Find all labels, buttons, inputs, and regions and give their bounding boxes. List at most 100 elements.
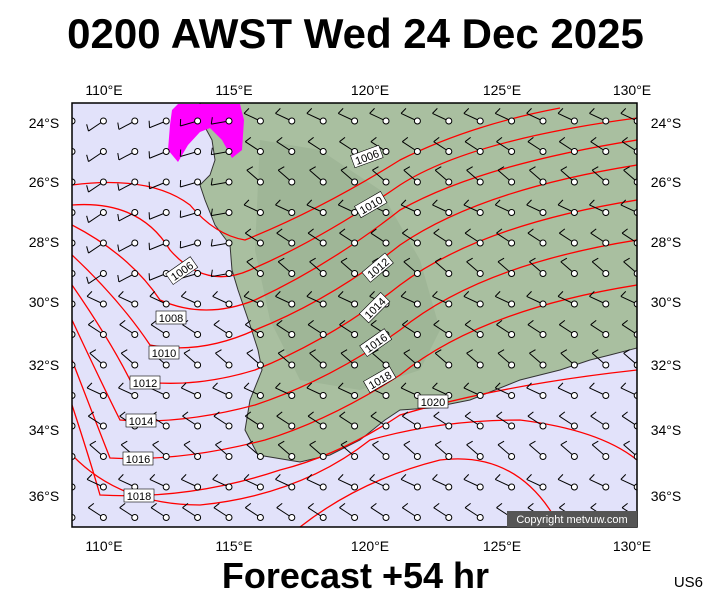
wind-barb — [558, 136, 578, 155]
wind-barb — [560, 349, 578, 369]
wind-barb — [557, 473, 578, 491]
wind-barb — [243, 107, 264, 125]
wind-barb — [527, 319, 547, 338]
wind-barb — [179, 209, 202, 218]
wind-barb — [433, 228, 453, 247]
wind-barb — [210, 147, 233, 156]
wind-barb — [307, 411, 327, 430]
wind-barb — [307, 228, 327, 247]
wind-barb — [117, 148, 139, 161]
wind-barb — [149, 290, 170, 308]
wind-barb — [246, 349, 264, 369]
wind-barb — [434, 349, 453, 369]
wind-barb — [275, 382, 296, 399]
wind-barb — [243, 199, 264, 216]
svg-text:1012: 1012 — [133, 378, 157, 390]
wind-barb — [179, 148, 202, 157]
wind-barb — [87, 319, 107, 338]
wind-barb — [210, 208, 233, 217]
land-australia — [199, 103, 637, 463]
wind-barb — [246, 166, 264, 186]
wind-barb — [496, 319, 516, 338]
wind-barb — [243, 473, 264, 491]
wind-barb — [494, 107, 516, 125]
wind-barb — [120, 349, 139, 369]
wind-barb — [306, 199, 327, 216]
wind-barb — [494, 382, 516, 399]
svg-text:1016: 1016 — [126, 454, 150, 466]
wind-barb — [210, 239, 233, 247]
wind-barb — [466, 166, 484, 186]
lat-tick-label: 28°S — [29, 234, 60, 250]
wind-barb — [337, 290, 359, 308]
isobar-labels: 1006100810101012101410161018100610101012… — [122, 144, 449, 503]
lat-tick-label: 32°S — [29, 357, 60, 373]
wind-barb — [337, 107, 359, 125]
wind-barb — [215, 349, 233, 369]
wind-barb — [86, 148, 107, 162]
wind-barb — [527, 228, 547, 247]
wind-barb — [494, 473, 516, 491]
wind-barb — [590, 136, 610, 155]
wind-barb — [182, 502, 202, 521]
wind-barb — [87, 502, 107, 521]
wind-barb — [86, 382, 107, 399]
wind-barb — [210, 117, 233, 125]
wind-barb — [307, 502, 327, 521]
lat-tick-label: 26°S — [29, 174, 60, 190]
lat-tick-label: 24°S — [651, 115, 682, 131]
wind-barb — [340, 257, 359, 277]
wind-barb — [243, 382, 264, 399]
lat-tick-label: 34°S — [29, 422, 60, 438]
wind-barb — [370, 411, 390, 430]
wind-barb — [372, 349, 390, 369]
isobar-label: 1020 — [417, 394, 449, 409]
wind-barb — [86, 209, 107, 223]
wind-barb — [529, 349, 547, 369]
wind-barb — [372, 166, 390, 186]
map-title: 0200 AWST Wed 24 Dec 2025 — [67, 10, 644, 57]
isobar-label: 1018 — [123, 488, 155, 503]
wind-barb — [210, 178, 233, 186]
wind-barb — [464, 502, 484, 521]
wind-barb — [558, 411, 578, 430]
wind-barb — [432, 473, 453, 491]
wind-barb — [400, 473, 421, 491]
wind-barb — [400, 290, 421, 308]
isobar-label: 1014 — [125, 413, 157, 428]
wind-barb — [464, 411, 484, 430]
lon-tick-label: 120°E — [351, 82, 389, 98]
lon-tick-label: 130°E — [613, 82, 651, 98]
wind-barb — [337, 382, 359, 399]
wind-barb — [244, 319, 264, 338]
wind-barb — [182, 411, 202, 430]
lat-tick-label: 24°S — [29, 115, 60, 131]
wind-barb — [179, 117, 202, 127]
lon-tick-label: 120°E — [351, 538, 389, 554]
svg-text:1018: 1018 — [127, 491, 151, 503]
wind-barb — [370, 502, 390, 521]
wind-barb — [309, 349, 327, 369]
wind-barb — [557, 107, 578, 125]
wind-barb — [244, 228, 264, 247]
wind-barb — [560, 440, 578, 460]
wind-barb — [497, 257, 516, 277]
wind-barbs — [72, 107, 637, 521]
wind-barb — [152, 440, 170, 460]
lat-tick-label: 28°S — [651, 234, 682, 250]
wind-barb — [434, 166, 453, 186]
lon-tick-label: 115°E — [215, 538, 252, 554]
wind-barb — [590, 319, 610, 338]
wind-barb — [244, 502, 264, 521]
wind-barb — [497, 349, 516, 369]
lat-tick-label: 26°S — [651, 174, 682, 190]
wind-barb — [589, 199, 610, 216]
wind-barb — [246, 257, 264, 277]
wind-barb — [118, 382, 139, 399]
wind-barb — [466, 440, 484, 460]
wind-barb — [148, 117, 170, 129]
chart-code: US6 — [673, 574, 703, 591]
lon-tick-label: 130°E — [613, 538, 651, 554]
wind-barb — [494, 199, 516, 216]
wind-barb — [244, 411, 264, 430]
